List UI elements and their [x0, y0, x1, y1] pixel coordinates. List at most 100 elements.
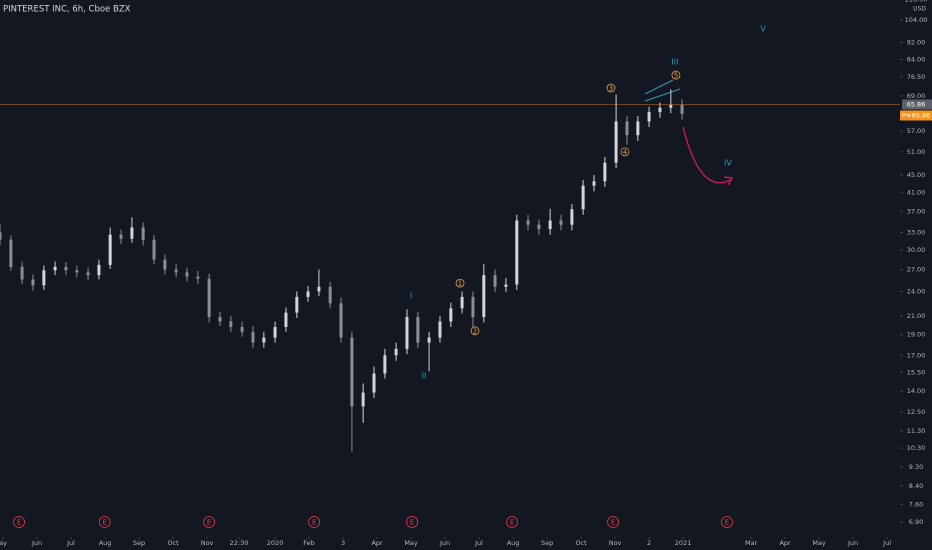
x-tick-label: Apr: [779, 539, 791, 547]
wave-circle: [470, 326, 480, 336]
candle-body: [97, 264, 101, 276]
candle-body: [273, 327, 277, 338]
x-tick-label: Apr: [371, 539, 383, 547]
x-tick-label: 2021: [675, 539, 692, 547]
x-tick-label: 2: [647, 539, 651, 547]
candle-body: [405, 317, 409, 349]
event-circle: [506, 516, 518, 528]
candle-body: [372, 373, 376, 393]
candle-body: [460, 296, 464, 309]
event-circle: [406, 516, 418, 528]
event-label: E: [725, 519, 729, 527]
x-tick-label: Jun: [31, 539, 42, 547]
x-tick-label: Nov: [609, 539, 622, 547]
x-tick-label: 3: [341, 539, 345, 547]
premarket-box: [900, 110, 932, 121]
candle-body: [438, 321, 442, 338]
candle-body: [548, 220, 552, 230]
event-label: E: [312, 519, 316, 527]
x-tick-label: 2020: [267, 539, 284, 547]
candle-body: [471, 296, 475, 318]
wave-letter: III: [671, 58, 678, 67]
candle-body: [20, 266, 24, 280]
candle-body: [482, 275, 486, 318]
candle-body: [328, 286, 332, 304]
x-tick-label: Aug: [99, 539, 112, 547]
currency-label: USD: [913, 6, 926, 13]
premarket-tag: Pre: [902, 113, 911, 119]
arrow-head: [723, 176, 734, 186]
event-label: E: [207, 519, 211, 527]
event-label: E: [611, 519, 615, 527]
x-tick-label: ay: [0, 539, 7, 547]
candle-body: [229, 321, 233, 328]
event-label: E: [410, 519, 414, 527]
wave-number: 1: [458, 280, 462, 288]
y-tick-label: 37.00: [907, 207, 926, 215]
y-tick-label: 33.00: [907, 228, 926, 236]
candle-body: [64, 266, 68, 271]
candle-body: [680, 104, 684, 114]
candle-body: [537, 224, 541, 230]
y-tick-label: 8.40: [909, 482, 923, 490]
y-tick-label: 84.00: [907, 55, 926, 63]
wave-letter: I: [410, 292, 412, 301]
event-label: E: [103, 519, 107, 527]
y-tick-label: 11.30: [907, 427, 926, 435]
y-tick-label: 6.90: [909, 518, 923, 526]
y-tick-label: 17.00: [907, 351, 926, 359]
wave-circle: [620, 147, 630, 157]
x-tick-label: Jul: [66, 539, 75, 547]
candle-body: [504, 284, 508, 287]
candle-body: [9, 239, 13, 267]
candle-body: [493, 275, 497, 287]
wave-letter: IV: [724, 159, 732, 168]
candle-body: [350, 337, 354, 407]
chart-title: PINTEREST INC, 6h, Cboe BZX: [3, 5, 131, 15]
x-tick-label: Jul: [474, 539, 483, 547]
x-tick-label: Sep: [133, 539, 145, 547]
candle-body: [75, 270, 79, 273]
candle-body: [218, 317, 222, 322]
event-circle: [721, 516, 733, 528]
y-tick-label: 45.00: [907, 171, 926, 179]
premarket-label: 65.86: [912, 111, 931, 119]
wave-number: 2: [473, 327, 477, 335]
wave-letter: II: [422, 371, 427, 380]
y-tick-label: 30.00: [907, 246, 926, 254]
x-tick-label: Oct: [167, 539, 179, 547]
candle-body: [295, 296, 299, 313]
candle-body: [394, 348, 398, 356]
event-circle: [13, 516, 25, 528]
y-tick-label: 51.00: [907, 148, 926, 156]
wedge-line: [644, 88, 681, 102]
candle-body: [130, 227, 134, 239]
event-label: E: [510, 519, 514, 527]
candle-body: [174, 269, 178, 273]
candle-body: [339, 303, 343, 338]
y-tick-label: 21.00: [907, 312, 926, 320]
y-tick-label: 57.00: [907, 127, 926, 135]
candle-body: [240, 327, 244, 332]
x-tick-label: 22:30: [230, 539, 249, 547]
candle-body: [86, 272, 90, 276]
last-price-label: 65.86: [907, 100, 926, 108]
event-label: E: [17, 519, 21, 527]
candle-body: [449, 308, 453, 322]
y-tick-label: 14.00: [907, 387, 926, 395]
y-tick-label: 15.50: [907, 368, 926, 376]
x-tick-label: Mar: [745, 539, 758, 547]
candle-body: [361, 392, 365, 407]
candle-body: [262, 337, 266, 343]
candle-body: [207, 278, 211, 318]
candle-body: [416, 317, 420, 343]
y-tick-label: 27.00: [907, 266, 926, 274]
candle-body: [141, 227, 145, 240]
y-tick-label: 92.00: [907, 39, 926, 47]
y-tick-label: 9.30: [909, 463, 923, 471]
wave-letter: V: [760, 25, 766, 34]
x-tick-label: Sep: [541, 539, 553, 547]
event-circle: [308, 516, 321, 528]
